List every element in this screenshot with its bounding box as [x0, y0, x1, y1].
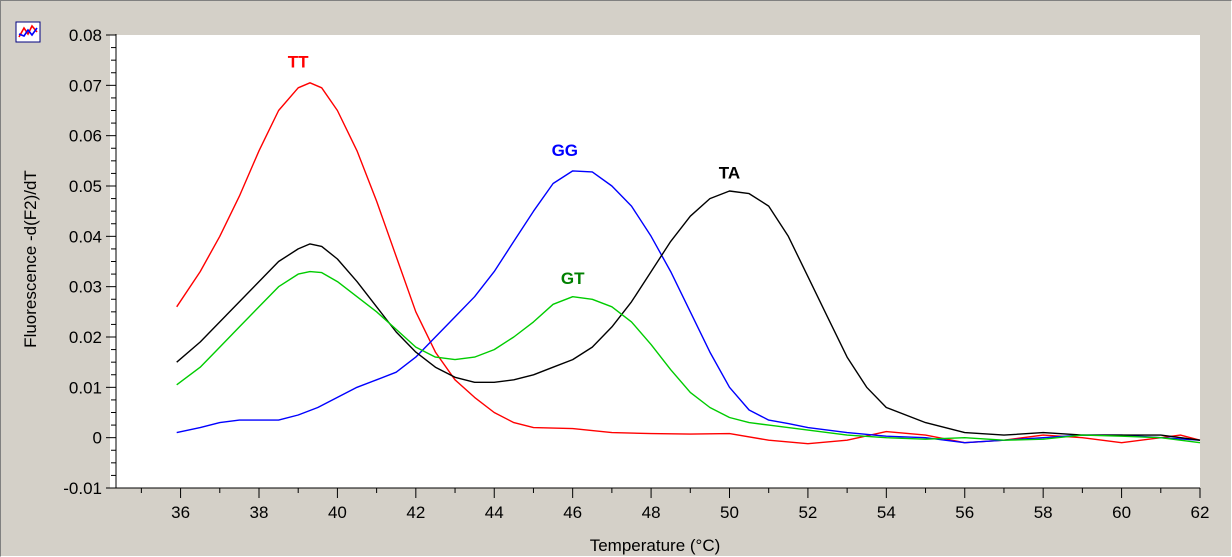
series-label-gt: GT [561, 269, 585, 288]
series-line-gg [176, 170, 1201, 444]
series-layer [176, 82, 1201, 445]
label-layer: TT GG TA GT [288, 53, 740, 288]
plot-area [110, 35, 1200, 488]
y-tick-label: 0.05 [69, 177, 102, 196]
x-tick-label: 46 [563, 503, 582, 522]
x-tick-label: 42 [406, 503, 425, 522]
x-tick-label: 48 [642, 503, 661, 522]
y-tick-label: 0.07 [69, 76, 102, 95]
y-tick-label: 0.08 [69, 26, 102, 45]
y-tick-label: 0.03 [69, 278, 102, 297]
y-tick-label: 0 [93, 429, 102, 448]
x-tick-label: 60 [1112, 503, 1131, 522]
y-tick-label: -0.01 [63, 479, 102, 498]
series-line-gt [176, 270, 1201, 444]
x-tick-label: 38 [250, 503, 269, 522]
series-label-ta: TA [719, 163, 740, 182]
x-tick-label: 44 [485, 503, 504, 522]
x-tick-label: 62 [1191, 503, 1210, 522]
y-tick-label: 0.02 [69, 328, 102, 347]
line-chart-icon[interactable] [15, 21, 41, 43]
x-axis-title: Temperature (°C) [590, 536, 721, 555]
x-tick-label: 54 [877, 503, 896, 522]
series-label-gg: GG [552, 141, 578, 160]
x-tick-label: 40 [328, 503, 347, 522]
axes-layer: -0.01 0 0.01 0.02 0.03 0.04 0.05 0.06 0.07 0.08 36… [63, 26, 1209, 522]
series-line-ta [176, 190, 1201, 441]
y-tick-label: 0.01 [69, 378, 102, 397]
x-tick-label: 36 [171, 503, 190, 522]
x-tick-label: 50 [720, 503, 739, 522]
series-label-tt: TT [288, 53, 309, 72]
y-axis-title: Fluorescence -d(F2)/dT [21, 170, 40, 348]
x-tick-label: 56 [955, 503, 974, 522]
x-tick-label: 58 [1034, 503, 1053, 522]
y-tick-label: 0.04 [69, 227, 102, 246]
x-tick-label: 52 [798, 503, 817, 522]
y-tick-label: 0.06 [69, 127, 102, 146]
